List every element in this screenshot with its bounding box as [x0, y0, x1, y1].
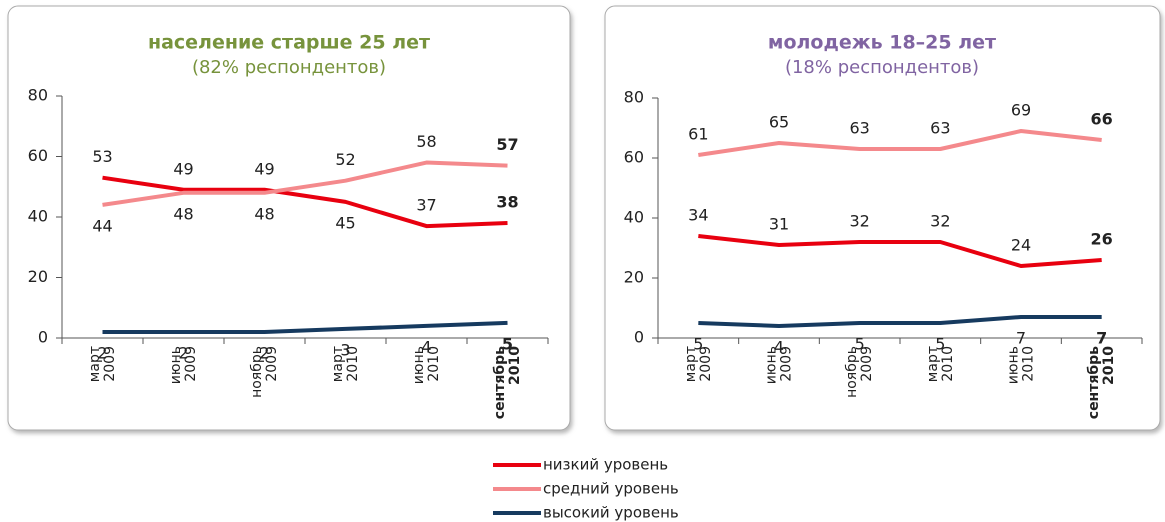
x-tick-label-line: июнь: [411, 346, 427, 384]
x-tick-label-line: 2009: [264, 346, 280, 382]
x-tick-label: июнь2009: [168, 346, 199, 384]
legend-label: высокий уровень: [543, 504, 679, 522]
x-tick-label-line: 2010: [940, 346, 956, 382]
x-tick-label-line: март: [87, 346, 103, 382]
data-label: 61: [688, 125, 708, 144]
x-tick-label-line: 2009: [183, 346, 199, 382]
y-tick-label: 60: [28, 146, 48, 165]
data-label: 32: [930, 212, 950, 231]
x-tick-label-line: март: [925, 346, 941, 382]
data-label: 53: [92, 147, 112, 166]
y-tick-label: 60: [624, 148, 644, 167]
x-tick-label-line: 2009: [102, 346, 118, 382]
data-label: 37: [416, 196, 436, 215]
data-label: 2: [259, 343, 269, 362]
data-label: 24: [1011, 236, 1031, 255]
x-tick-label-line: 2010: [1021, 346, 1037, 382]
x-tick-label: март2010: [330, 346, 361, 382]
x-tick-label-line: 2009: [859, 346, 875, 382]
data-label: 38: [496, 193, 518, 212]
chart-subtitle: (18% респондентов): [785, 57, 979, 78]
data-label: 49: [254, 159, 274, 178]
x-tick-label-line: ноябрь: [844, 346, 860, 398]
data-label: 52: [335, 150, 355, 169]
y-tick-label: 20: [624, 268, 644, 287]
data-label: 48: [254, 204, 274, 223]
data-label: 57: [496, 135, 518, 154]
data-label: 58: [416, 132, 436, 151]
x-tick-label-line: июнь: [764, 346, 780, 384]
data-label: 2: [178, 343, 188, 362]
data-label: 63: [930, 119, 950, 138]
chart-subtitle: (82% респондентов): [192, 57, 386, 78]
legend-label: средний уровень: [543, 480, 679, 498]
data-label: 65: [769, 113, 789, 132]
data-label: 5: [502, 334, 513, 353]
line: [698, 129, 1102, 157]
x-tick-label-line: март: [330, 346, 346, 382]
data-label: 31: [769, 215, 789, 234]
data-label: 2: [97, 343, 107, 362]
y-tick-label: 80: [28, 86, 48, 105]
y-tick-label: 0: [38, 328, 48, 347]
line: [102, 175, 508, 229]
x-tick-label: ноябрь2009: [844, 346, 875, 398]
data-label: 44: [92, 216, 112, 235]
x-tick-label: март2009: [87, 346, 118, 382]
x-tick-label: сентябрь2010: [492, 346, 523, 419]
x-tick-label-line: ноябрь: [249, 346, 265, 398]
x-tick-label-line: 2009: [698, 346, 714, 382]
x-tick-label-line: сентябрь: [1086, 346, 1102, 419]
x-tick-label: сентябрь2010: [1086, 346, 1117, 419]
x-tick-label-line: сентябрь: [492, 346, 508, 419]
line: [102, 160, 508, 207]
x-tick-label-line: 2010: [345, 346, 361, 382]
line: [102, 320, 508, 334]
x-tick-label: июнь2010: [411, 346, 442, 384]
chart-title: молодежь 18–25 лет: [768, 32, 996, 54]
data-label: 32: [849, 212, 869, 231]
y-tick-label: 40: [28, 207, 48, 226]
x-tick-label: март2010: [925, 346, 956, 382]
x-tick-label-line: июнь: [1006, 346, 1022, 384]
data-label: 48: [173, 204, 193, 223]
data-label: 3: [340, 340, 350, 359]
x-tick-label-line: март: [683, 346, 699, 382]
y-tick-label: 20: [28, 267, 48, 286]
line: [698, 315, 1102, 328]
x-tick-label-line: 2010: [426, 346, 442, 382]
data-label: 4: [421, 337, 431, 356]
data-label: 66: [1091, 110, 1113, 129]
x-tick-label-line: 2009: [779, 346, 795, 382]
x-tick-label: март2009: [683, 346, 714, 382]
x-tick-label-line: 2010: [507, 346, 523, 385]
data-label: 5: [935, 335, 945, 354]
data-label: 34: [688, 206, 708, 225]
chart-title: население старше 25 лет: [148, 32, 430, 54]
x-tick-label: июнь2009: [764, 346, 795, 384]
data-label: 69: [1011, 101, 1031, 120]
data-label: 49: [173, 159, 193, 178]
data-label: 7: [1096, 329, 1107, 348]
data-label: 7: [1016, 329, 1026, 348]
x-tick-label-line: 2010: [1101, 346, 1117, 385]
line: [698, 234, 1102, 268]
legend-label: низкий уровень: [543, 456, 668, 474]
data-label: 5: [855, 335, 865, 354]
data-label: 45: [335, 213, 355, 232]
y-tick-label: 80: [624, 88, 644, 107]
x-tick-label: ноябрь2009: [249, 346, 280, 398]
data-label: 63: [849, 119, 869, 138]
y-tick-label: 0: [634, 328, 644, 347]
y-tick-label: 40: [624, 208, 644, 227]
data-label: 5: [693, 335, 703, 354]
data-label: 26: [1091, 230, 1113, 249]
x-tick-label: июнь2010: [1006, 346, 1037, 384]
data-label: 4: [774, 338, 784, 357]
x-tick-label-line: июнь: [168, 346, 184, 384]
